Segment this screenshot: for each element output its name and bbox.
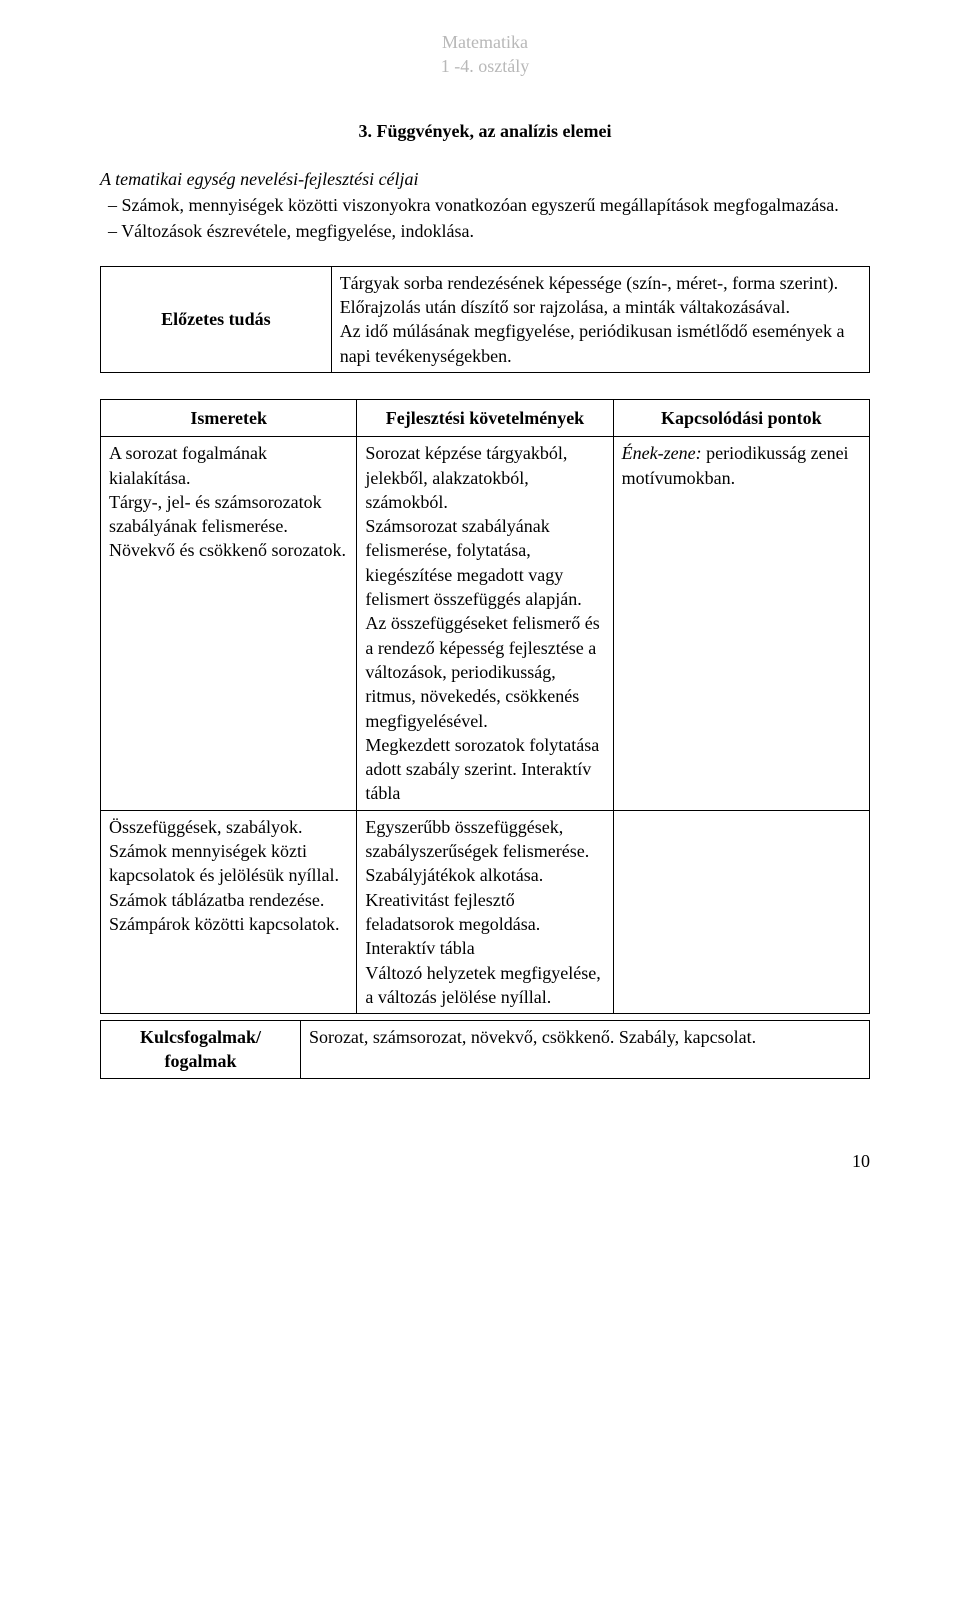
key-concepts-label: Kulcsfogalmak/ fogalmak [101,1021,301,1079]
section-title: 3. Függvények, az analízis elemei [100,119,870,143]
cell-kapcsolodasi [613,810,869,1013]
header-line2: 1 -4. osztály [100,54,870,78]
column-header-ismeretek: Ismeretek [101,399,357,436]
prior-knowledge-table: Előzetes tudás Tárgyak sorba rendezéséne… [100,266,870,373]
prior-label: Előzetes tudás [101,266,332,372]
cell-kapcsolodasi: Ének-zene: periodikusság zenei motívumok… [613,437,869,810]
cell-ismeretek: Összefüggések, szabályok. Számok mennyis… [101,810,357,1013]
table-row: A sorozat fogalmának kialakítása. Tárgy-… [101,437,870,810]
goals-subheading: A tematikai egység nevelési-fejlesztési … [100,167,870,191]
column-header-kapcsolodasi: Kapcsolódási pontok [613,399,869,436]
key-concepts-table: Kulcsfogalmak/ fogalmak Sorozat, számsor… [100,1020,870,1079]
cell-fejlesztesi: Egyszerűbb összefüggések, szabályszerűsé… [357,810,613,1013]
goal-item: Változások észrevétele, megfigyelése, in… [108,219,870,243]
table-row: Összefüggések, szabályok. Számok mennyis… [101,810,870,1013]
goal-item: Számok, mennyiségek közötti viszonyokra … [108,193,870,217]
header-line1: Matematika [100,30,870,54]
column-header-fejlesztesi: Fejlesztési követelmények [357,399,613,436]
key-concepts-text: Sorozat, számsorozat, növekvő, csökkenő.… [300,1021,869,1079]
cell-fejlesztesi: Sorozat képzése tárgyakból, jelekből, al… [357,437,613,810]
content-table: Ismeretek Fejlesztési követelmények Kapc… [100,399,870,1014]
prior-text: Tárgyak sorba rendezésének képessége (sz… [331,266,869,372]
page-header: Matematika 1 -4. osztály [100,30,870,79]
cell-ismeretek: A sorozat fogalmának kialakítása. Tárgy-… [101,437,357,810]
page-number: 10 [100,1149,870,1173]
